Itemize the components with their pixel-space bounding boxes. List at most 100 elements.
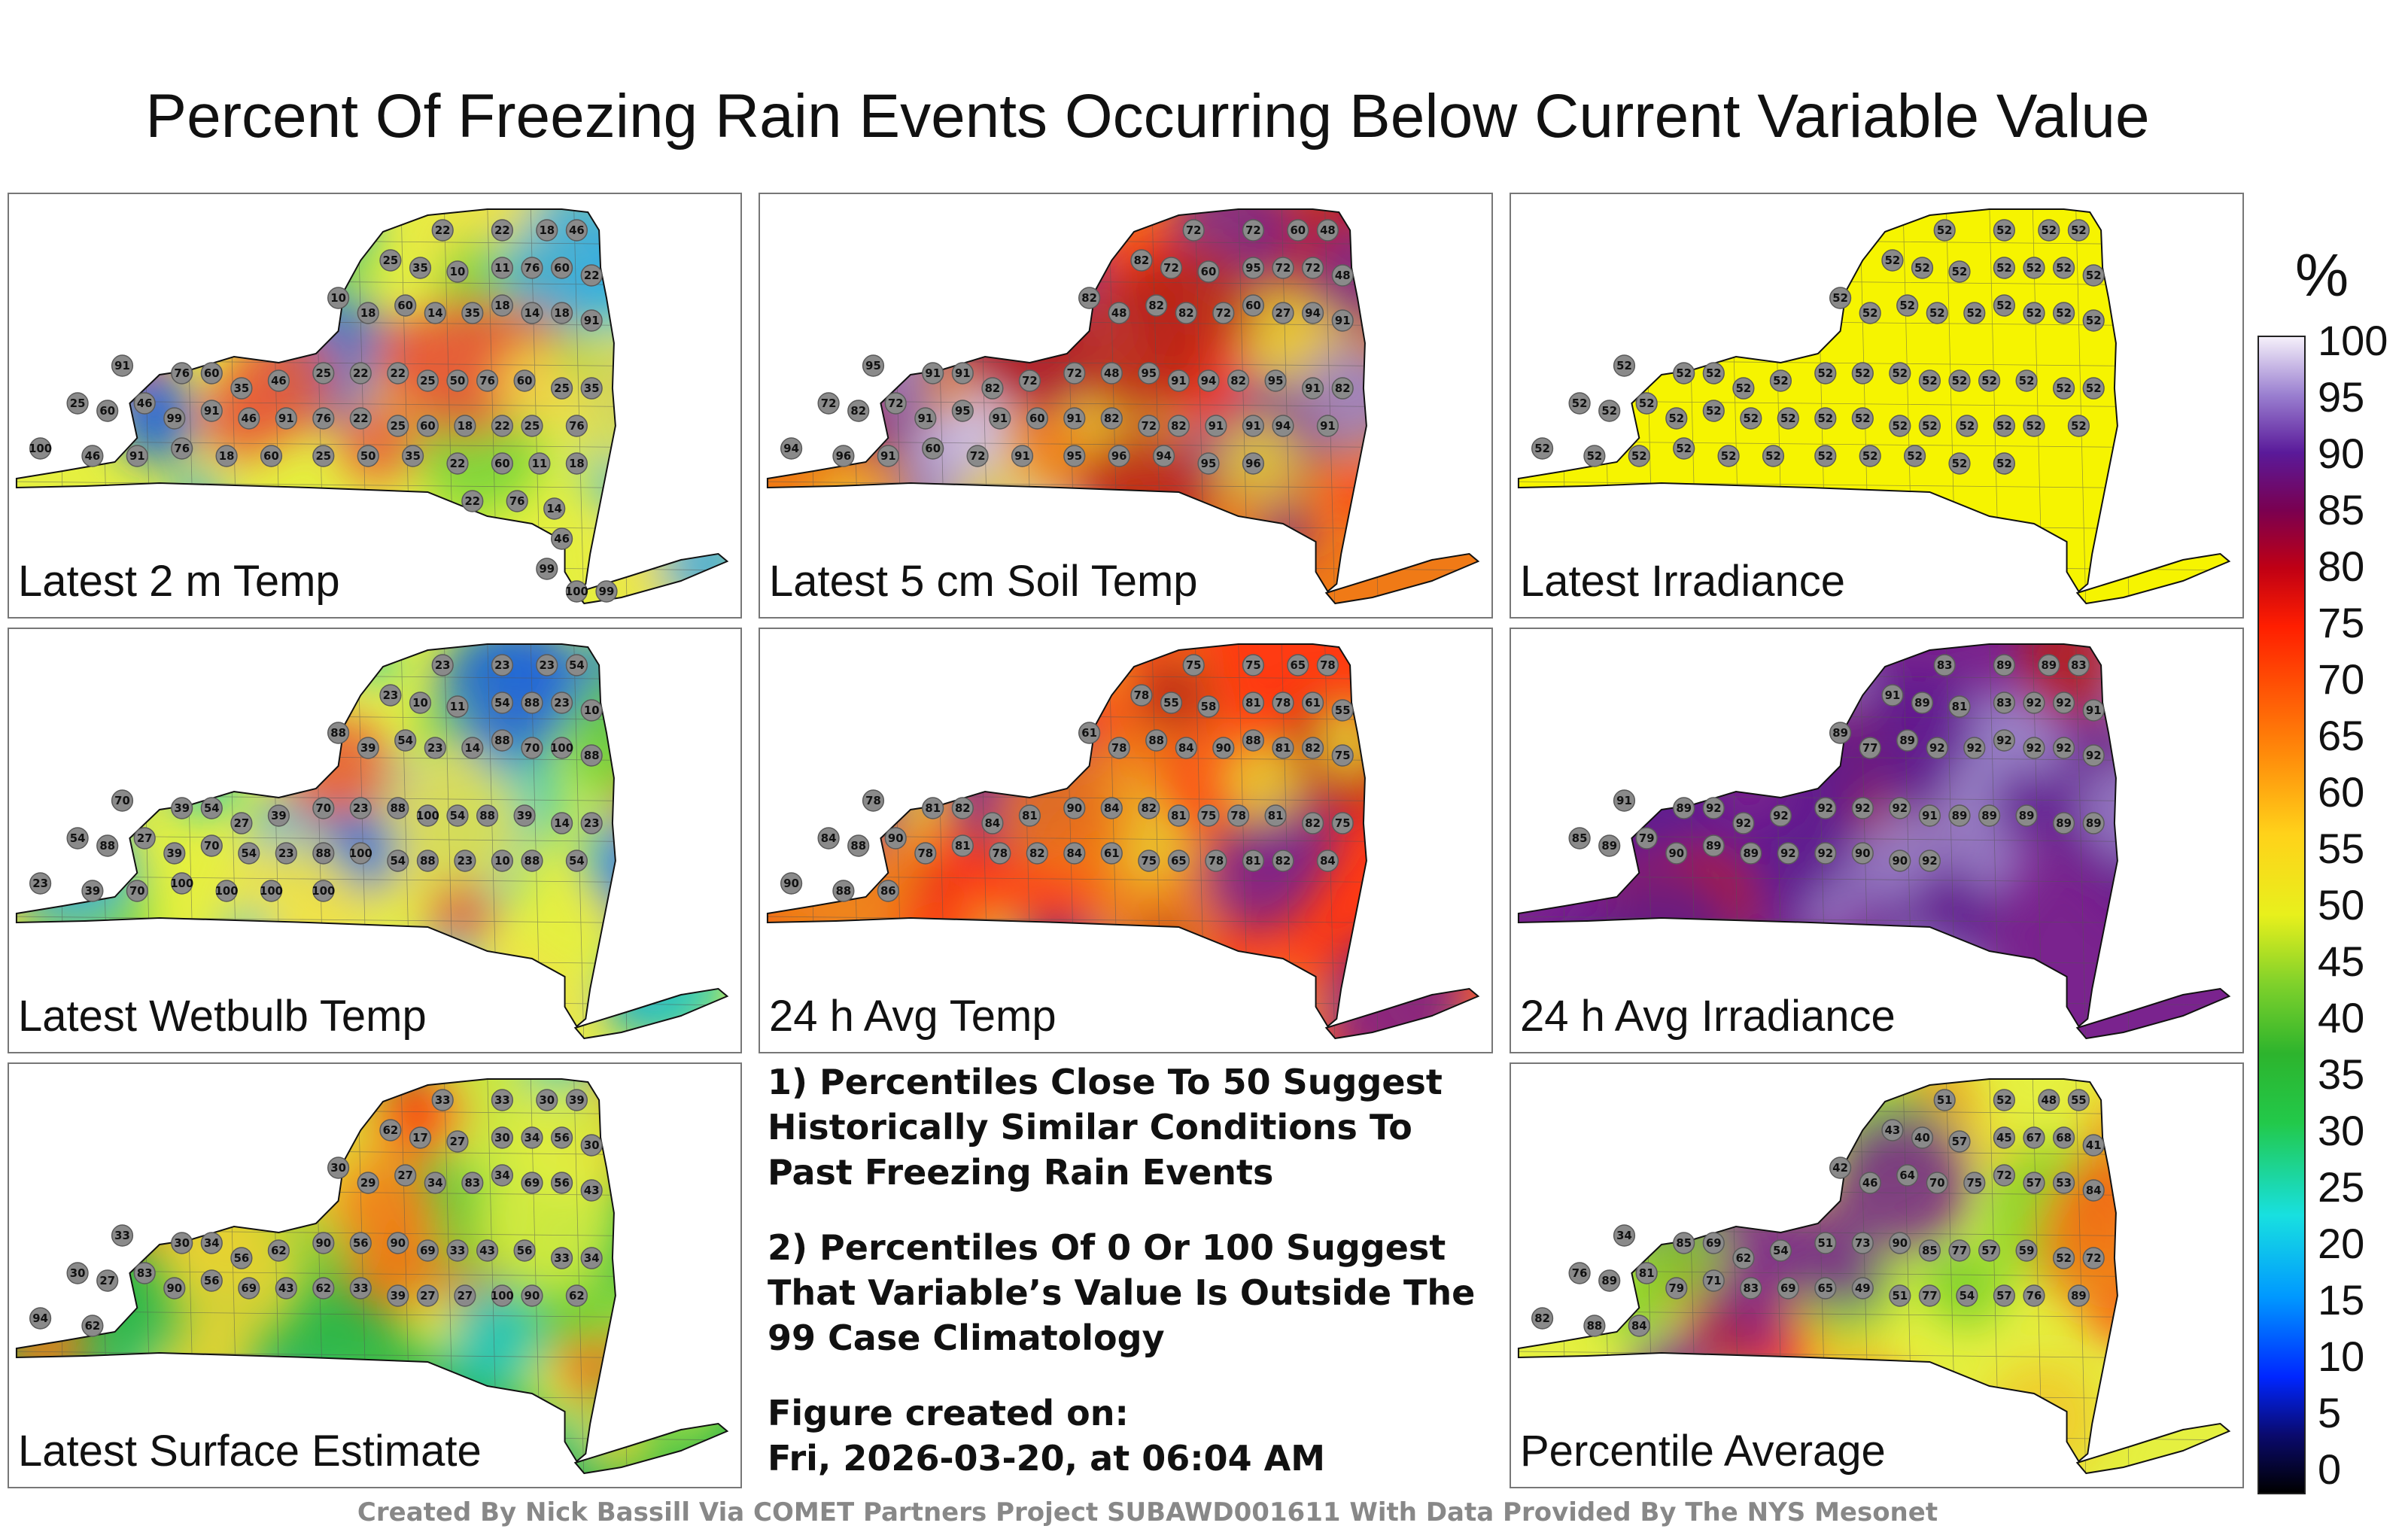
station-value: 75 xyxy=(1201,809,1217,822)
station-value: 54 xyxy=(494,696,510,710)
station-value: 52 xyxy=(1914,261,1930,275)
station-value: 99 xyxy=(166,412,182,425)
station-value: 78 xyxy=(1320,658,1336,672)
station-value: 56 xyxy=(554,1131,570,1144)
station-marker: 52 xyxy=(1993,452,2016,475)
station-value: 60 xyxy=(1029,412,1045,425)
station-marker: 27 xyxy=(394,1164,417,1187)
station-marker: 52 xyxy=(1993,1089,2016,1111)
station-marker: 52 xyxy=(2023,257,2045,279)
station-marker: 60 xyxy=(491,452,514,475)
station-marker: 65 xyxy=(1814,1277,1837,1299)
station-value: 23 xyxy=(353,801,369,815)
station-marker: 23 xyxy=(29,872,52,895)
station-marker: 46 xyxy=(81,445,104,467)
station-marker: 75 xyxy=(1242,654,1265,676)
colorbar-tick: 80 xyxy=(2318,543,2365,590)
station-value: 22 xyxy=(464,494,480,508)
station-marker: 91 xyxy=(1063,407,1086,430)
station-value: 23 xyxy=(494,658,510,672)
station-value: 40 xyxy=(1914,1131,1930,1144)
station-marker: 92 xyxy=(2052,692,2075,714)
station-marker: 61 xyxy=(1301,692,1324,714)
station-marker: 14 xyxy=(550,812,573,834)
station-value: 33 xyxy=(114,1229,130,1242)
station-value: 60 xyxy=(554,261,570,275)
station-marker: 82 xyxy=(1331,377,1354,400)
station-value: 91 xyxy=(1335,314,1351,327)
station-value: 52 xyxy=(1960,419,1975,433)
station-marker: 54 xyxy=(1956,1284,1978,1307)
station-value: 52 xyxy=(1892,366,1908,380)
station-marker: 52 xyxy=(2067,219,2090,242)
station-value: 18 xyxy=(219,449,235,463)
station-marker: 76 xyxy=(171,437,193,460)
station-value: 85 xyxy=(1572,831,1588,845)
station-value: 90 xyxy=(783,877,799,890)
station-value: 33 xyxy=(435,1093,451,1107)
station-marker: 39 xyxy=(513,804,536,827)
station-marker: 94 xyxy=(780,437,803,460)
station-value: 46 xyxy=(241,412,257,425)
station-value: 69 xyxy=(1780,1281,1796,1295)
station-marker: 54 xyxy=(394,729,417,752)
station-marker: 52 xyxy=(1717,445,1740,467)
station-value: 51 xyxy=(1937,1093,1953,1107)
station-marker: 73 xyxy=(1851,1232,1874,1254)
station-marker: 52 xyxy=(2082,264,2105,287)
station-value: 90 xyxy=(1892,1236,1908,1250)
colorbar-tick: 55 xyxy=(2318,825,2365,872)
note-1: 1) Percentiles Close To 50 Suggest Histo… xyxy=(768,1062,1443,1193)
station-value: 92 xyxy=(1892,801,1908,815)
station-marker: 23 xyxy=(431,654,454,676)
station-value: 92 xyxy=(1929,741,1945,755)
station-value: 52 xyxy=(1572,397,1588,410)
station-value: 69 xyxy=(524,1176,540,1190)
station-value: 64 xyxy=(1899,1169,1915,1182)
station-value: 52 xyxy=(1899,299,1915,312)
station-marker: 39 xyxy=(357,737,379,759)
station-marker: 91 xyxy=(951,362,974,385)
station-value: 89 xyxy=(1832,726,1848,740)
station-value: 52 xyxy=(1862,449,1878,463)
station-marker: 30 xyxy=(171,1232,193,1254)
station-value: 52 xyxy=(1996,261,2012,275)
station-marker: 60 xyxy=(513,369,536,392)
station-value: 81 xyxy=(1245,696,1261,710)
station-value: 34 xyxy=(494,1169,510,1182)
station-value: 52 xyxy=(2026,306,2042,320)
station-value: 60 xyxy=(1245,299,1261,312)
station-marker: 82 xyxy=(1227,369,1250,392)
station-value: 62 xyxy=(85,1319,101,1333)
station-marker: 88 xyxy=(312,842,335,865)
station-value: 62 xyxy=(569,1289,585,1302)
station-value: 89 xyxy=(1601,1274,1617,1287)
station-value: 89 xyxy=(2041,658,2057,672)
station-marker: 52 xyxy=(1628,445,1650,467)
station-marker: 69 xyxy=(416,1239,439,1262)
station-value: 96 xyxy=(836,449,852,463)
station-marker: 77 xyxy=(1859,737,1881,759)
station-value: 52 xyxy=(1981,374,1997,388)
station-value: 51 xyxy=(1817,1236,1833,1250)
station-marker: 82 xyxy=(1272,850,1294,872)
station-marker: 76 xyxy=(1568,1262,1591,1284)
station-marker: 90 xyxy=(387,1232,409,1254)
station-value: 35 xyxy=(234,381,250,395)
station-marker: 72 xyxy=(2082,1247,2105,1269)
figure-title: Percent Of Freezing Rain Events Occurrin… xyxy=(145,82,2150,150)
station-value: 92 xyxy=(2056,696,2072,710)
station-value: 52 xyxy=(2056,1251,2072,1265)
station-value: 43 xyxy=(479,1244,495,1257)
station-marker: 92 xyxy=(2023,737,2045,759)
station-marker: 100 xyxy=(550,737,573,759)
station-value: 25 xyxy=(554,381,570,395)
station-value: 60 xyxy=(99,404,115,418)
station-marker: 62 xyxy=(312,1277,335,1299)
station-marker: 52 xyxy=(1911,257,1934,279)
station-marker: 33 xyxy=(349,1277,372,1299)
station-value: 99 xyxy=(539,562,555,576)
state-fill xyxy=(16,209,728,603)
station-value: 33 xyxy=(494,1093,510,1107)
station-marker: 71 xyxy=(1702,1269,1725,1292)
